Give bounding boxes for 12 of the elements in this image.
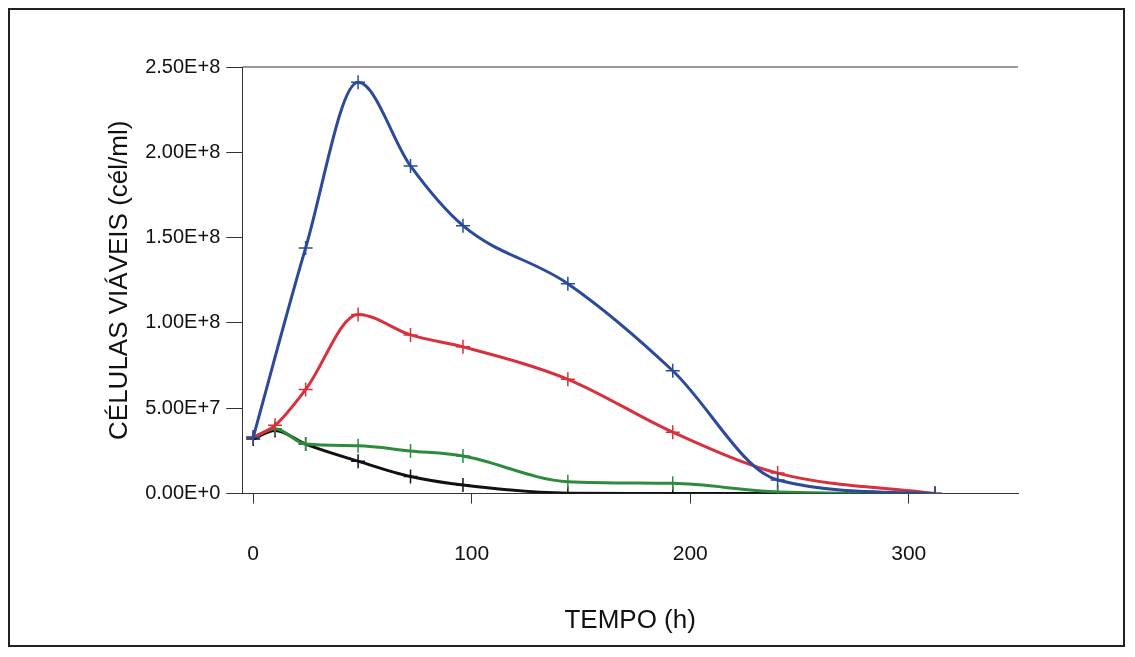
- x-tick-label: 0: [247, 541, 260, 564]
- y-tick-label: 5.00E+7: [145, 395, 221, 418]
- y-axis-title: CÉLULAS VIÁVEIS (cél/ml): [102, 120, 133, 440]
- y-tick-label: 1.00E+8: [145, 310, 221, 333]
- x-tick-label: 200: [672, 541, 708, 564]
- y-tick-label: 2.00E+8: [145, 139, 221, 162]
- x-tick-label: 100: [454, 541, 490, 564]
- x-tick-label: 300: [891, 541, 927, 564]
- y-tick-label: 2.50E+8: [145, 54, 221, 77]
- x-axis-title: TEMPO (h): [564, 603, 696, 634]
- y-tick-label: 1.50E+8: [145, 225, 221, 248]
- y-tick-label: 0.00E+0: [145, 481, 221, 504]
